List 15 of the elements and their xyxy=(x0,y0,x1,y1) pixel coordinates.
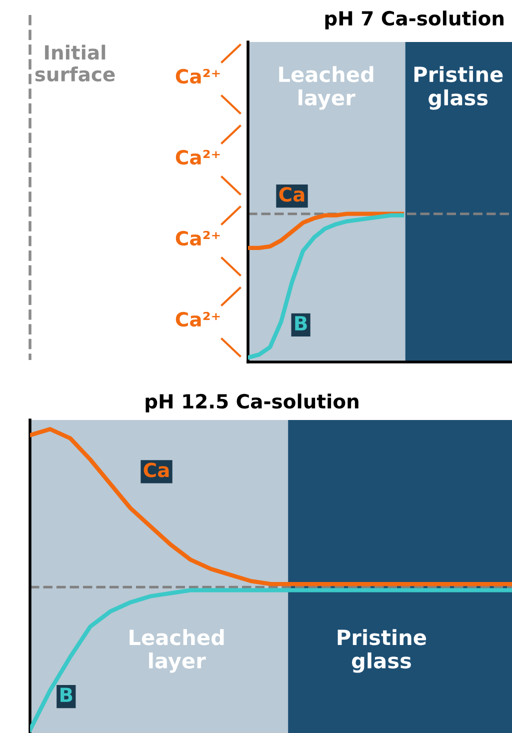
text: Leached layer xyxy=(279,66,374,110)
chart-title: pH 7 Ca-solution xyxy=(325,10,504,30)
text: Ca²⁺ xyxy=(176,312,220,327)
series-label: Ca xyxy=(144,462,169,478)
chart-title: pH 12.5 Ca-solution xyxy=(146,394,358,412)
series-label: B xyxy=(295,316,307,330)
text: Ca²⁺ xyxy=(176,230,220,246)
text: Initial surface xyxy=(35,44,115,82)
text: Ca²⁺ xyxy=(176,150,220,165)
text: Pristine glass xyxy=(414,66,503,110)
annotation: Leached layer xyxy=(130,629,224,673)
series-label: B xyxy=(60,688,72,702)
text: Ca²⁺ xyxy=(176,68,220,84)
annotation: Pristine glass xyxy=(338,629,426,673)
legend-label: Ca xyxy=(279,187,304,202)
